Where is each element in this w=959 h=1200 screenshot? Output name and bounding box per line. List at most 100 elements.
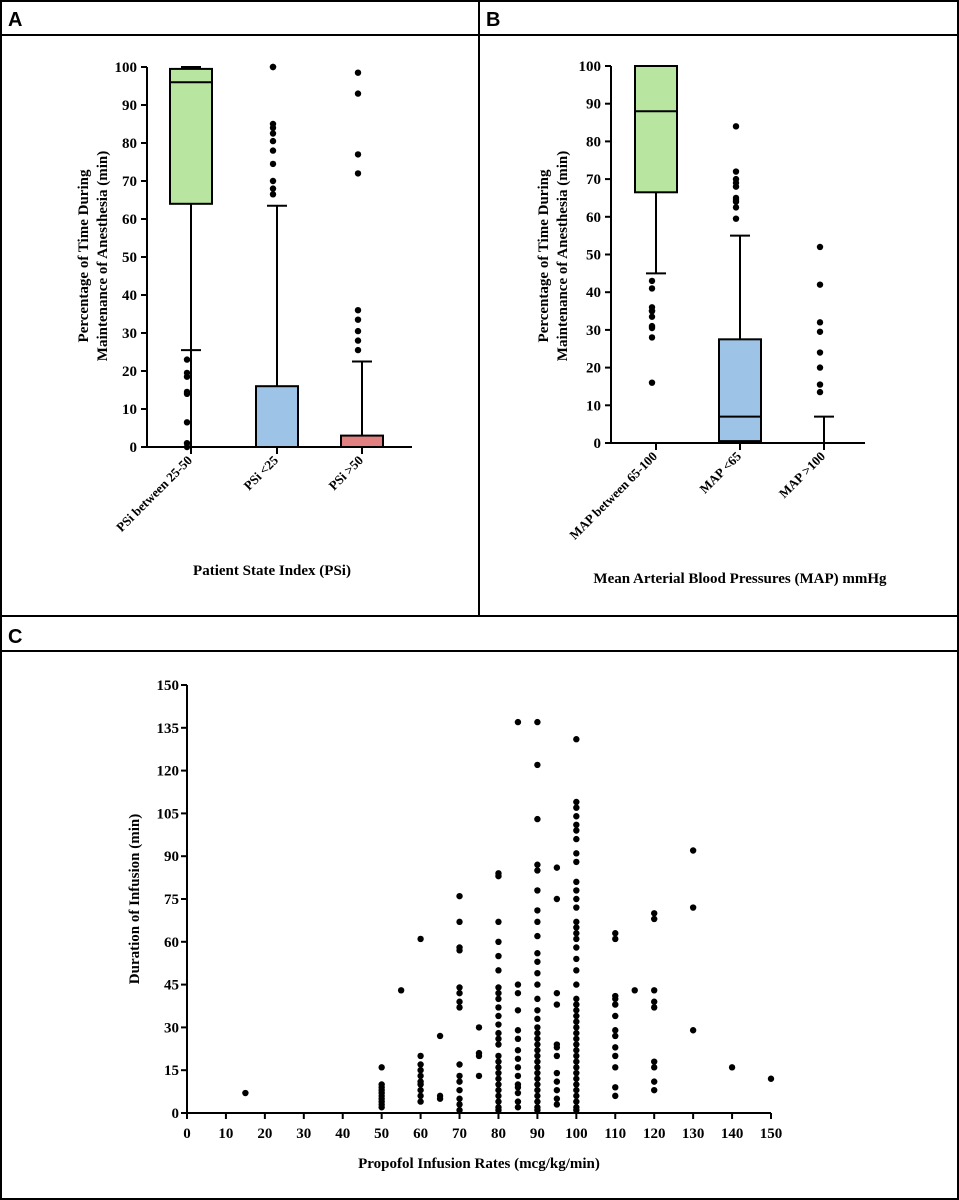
chart-c-data-point [534,887,541,894]
chart-c-data-point [689,847,697,854]
chart-c-data-point [651,910,658,917]
chart-b-outlier-point [648,334,656,341]
chart-c-data-point [378,1064,385,1071]
chart-b-outlier-point [816,388,824,396]
chart-c-data-point [495,1081,502,1088]
chart-c-data-point [417,1067,424,1074]
chart-c-data-point [534,932,541,940]
chart-c-data-point [553,1052,561,1060]
chart-a-outlier-point [354,170,362,177]
chart-a-outlier-point [183,419,191,426]
chart-c-marks: 0 15 30 45 60 75 90 105 120 135 150 0 10 20 30 40 50 60 70… [157,678,783,1142]
chart-c-data-point [534,969,541,977]
chart-c-data-point [573,924,580,931]
chart-c-data-point [534,1047,541,1054]
chart-b-y-tick-label: 100 [579,59,602,75]
chart-c-data-point [651,998,658,1005]
chart-c-data-point [456,1004,463,1011]
chart-c-data-point [573,995,580,1003]
chart-c-x-tick-label: 120 [643,1126,666,1142]
chart-c-y-tick-label: 90 [164,849,179,865]
chart-b-y-tick-label: 90 [586,97,601,113]
chart-c-data-point [534,1035,541,1043]
chart-c-data-point [573,1035,580,1043]
chart-c-x-tick-label: 130 [682,1126,705,1142]
chart-a-outlier-point [183,356,191,363]
chart-c-data-point [514,1104,522,1111]
chart-c-data-point [495,952,502,960]
chart-c-data-point [534,1041,541,1048]
chart-b-outlier-point [732,175,740,183]
chart-b-ylabel-line2: Maintenance of Anesthesia (min) [555,151,571,361]
chart-c-data-point [495,1035,502,1043]
panel-a-frame [0,0,480,617]
chart-c-data-point [651,1078,658,1085]
chart-c-data-point [573,981,580,988]
chart-c-y-tick-label: 45 [164,978,179,994]
chart-a-outlier-point [354,69,362,76]
chart-c-data-point [534,1086,541,1094]
chart-c-data-point [573,1058,580,1065]
chart-c-data-point [456,1106,463,1114]
chart-c-data-point [456,989,463,997]
chart-a-ylabel-line2: Maintenance of Anesthesia (min) [95,151,111,361]
chart-a-y-tick-label: 30 [122,326,137,342]
chart-c-data-point [573,1069,580,1077]
chart-a-outlier-point [269,185,277,192]
chart-c-data-point [495,1086,502,1094]
chart-c-data-point [534,1029,541,1037]
chart-c-data-point [689,904,697,911]
chart-c-data-point [495,1069,502,1077]
chart-b-y-tick-label: 30 [586,323,601,339]
chart-c-data-point [534,1007,541,1014]
panel-a-letter: A [8,9,22,31]
chart-c-data-point [534,1069,541,1077]
chart-c-data-point [417,1092,424,1100]
chart-c-data-point [456,1061,463,1068]
chart-a-outlier-point [354,90,362,97]
chart-c-data-point [573,1086,580,1094]
chart-c-data-point [573,1047,580,1054]
chart-c-data-point [573,835,580,843]
chart-c-data-point [495,870,502,877]
chart-a-xlabel: Patient State Index (PSi) [193,563,351,579]
chart-c-data-point [475,1072,483,1080]
chart-b-outlier-point [732,194,740,202]
chart-a-box [340,434,384,449]
chart-a-outlier-point [269,191,277,198]
chart-b-y-tick-label: 70 [586,172,601,188]
chart-c-data-point [573,1075,580,1082]
chart-c-data-point [495,1098,502,1105]
chart-c-data-point [495,1021,502,1028]
chart-c-y-tick-label: 120 [157,764,180,780]
chart-a-y-tick-label: 10 [122,402,137,418]
chart-b-outlier-point [648,277,656,285]
chart-c-data-point [495,1092,502,1100]
chart-b-outlier-point [732,215,740,222]
chart-c-data-point [651,1064,658,1071]
chart-c-data-point [456,892,463,900]
chart-b-y-tick-label: 0 [594,436,602,452]
chart-c-x-tick-label: 30 [296,1126,311,1142]
chart-c-y-tick-label: 105 [157,806,180,822]
chart-c-data-point [436,1092,444,1100]
chart-a-outlier-point [354,337,362,344]
chart-c-data-point [573,930,580,937]
chart-b-outlier-point [648,322,656,330]
chart-c-data-point [651,1086,658,1094]
chart-c-data-point [514,1072,522,1080]
chart-a-outlier-point [269,137,277,145]
chart-c-data-point [573,1018,580,1025]
chart-c-data-point [573,967,580,974]
chart-c-data-point [612,992,619,1000]
chart-c-data-point [475,1024,483,1031]
chart-a-outlier-point [269,120,277,128]
chart-c-data-point [534,1064,541,1071]
chart-c-data-point [573,955,580,963]
chart-c-data-point [612,1052,619,1060]
chart-c-data-point [495,984,502,991]
chart-c-x-tick-label: 150 [760,1126,783,1142]
chart-c: 0 15 30 45 60 75 90 105 120 135 150 0 10 20 30 40 50 60 70… [127,678,782,1172]
chart-c-data-point [514,1098,522,1105]
